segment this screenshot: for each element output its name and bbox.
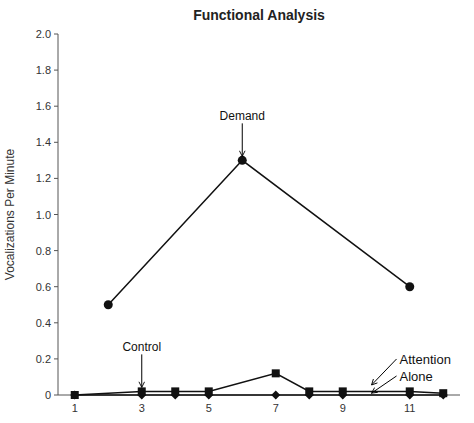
- line: [75, 373, 444, 395]
- marker: [405, 282, 414, 291]
- marker: [271, 391, 280, 400]
- marker: [71, 391, 79, 399]
- marker: [171, 387, 179, 395]
- y-tick: [54, 214, 58, 215]
- marker: [406, 387, 414, 395]
- marker: [305, 387, 313, 395]
- axes: 0 0.2 0.4 0.6 0.8 1.0 1.2 1.4 1.6 1.8 2.0 1 3 5 7 9 11: [36, 28, 460, 414]
- y-tick: [54, 395, 58, 396]
- y-tick: [54, 106, 58, 107]
- chart: Functional Analysis Vocalizations Per Min…: [0, 0, 474, 423]
- y-tick: [54, 358, 58, 359]
- series: [71, 369, 448, 399]
- annotations: Demand Control Attention Alone: [122, 109, 450, 393]
- x-tick-label: 11: [404, 402, 415, 414]
- marker: [439, 389, 447, 397]
- y-tick-label: 1.8: [36, 64, 51, 76]
- x-axis-line: [58, 395, 460, 396]
- annotation-arrow: [372, 359, 397, 385]
- annotation: Control: [122, 340, 161, 354]
- y-tick: [54, 34, 58, 35]
- x-tick-label: 7: [273, 402, 279, 414]
- y-tick-label: 2.0: [36, 28, 51, 40]
- x-tick-label: 3: [139, 402, 145, 414]
- y-tick-label: 0: [45, 389, 51, 401]
- y-tick-label: 0.2: [36, 353, 51, 365]
- y-tick: [54, 70, 58, 71]
- line: [108, 160, 410, 304]
- x-tick-label: 1: [72, 402, 78, 414]
- line: [75, 394, 444, 396]
- plot-area: [70, 156, 448, 400]
- x-tick-label: 5: [206, 402, 212, 414]
- y-tick-label: 0.4: [36, 317, 51, 329]
- x-tick-label: 9: [340, 402, 346, 414]
- annotation: Demand: [220, 109, 265, 123]
- y-tick: [54, 322, 58, 323]
- marker: [339, 387, 347, 395]
- y-tick-label: 1.2: [36, 172, 51, 184]
- y-tick-label: 0.8: [36, 245, 51, 257]
- marker: [104, 300, 113, 309]
- series: [104, 156, 415, 309]
- annotation: Attention: [400, 352, 451, 367]
- title: Functional Analysis: [193, 7, 325, 23]
- marker: [272, 369, 280, 377]
- marker: [70, 391, 79, 400]
- y-tick: [54, 142, 58, 143]
- y-tick-label: 1.4: [36, 136, 51, 148]
- y-tick: [54, 286, 58, 287]
- annotation-arrow: [141, 354, 142, 387]
- marker: [238, 156, 247, 165]
- annotation: Alone: [400, 369, 433, 384]
- y-tick-label: 1.0: [36, 209, 51, 221]
- y-tick: [54, 250, 58, 251]
- marker: [205, 387, 213, 395]
- y-tick: [54, 178, 58, 179]
- annotation-arrow: [242, 123, 243, 156]
- annotation-arrow: [372, 376, 397, 393]
- y-tick-label: 0.6: [36, 281, 51, 293]
- y-tick-label: 1.6: [36, 100, 51, 112]
- marker: [138, 387, 146, 395]
- y-axis-label: Vocalizations Per Minute: [3, 148, 17, 280]
